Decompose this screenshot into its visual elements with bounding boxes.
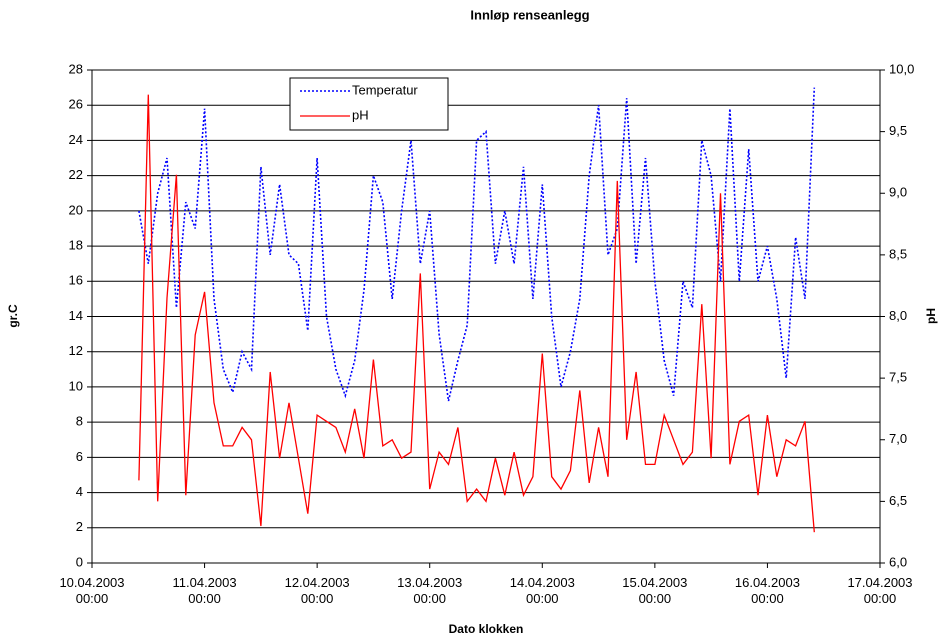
x-tick-label: 16.04.2003 00:00 [734,575,800,606]
x-tick-label: 13.04.2003 00:00 [397,575,463,606]
y2-tick-label: 9,5 [889,123,907,138]
y-tick-label: 24 [69,132,83,147]
series-line [138,87,816,402]
y2-tick-label: 6,5 [889,493,907,508]
y2-tick-label: 8,0 [889,308,907,323]
y2-axis-title: pH [924,308,938,324]
y-tick-label: 0 [76,554,83,569]
y-tick-label: 28 [69,61,83,76]
x-tick-label: 10.04.2003 00:00 [59,575,125,606]
y2-tick-label: 7,5 [889,370,907,385]
y-tick-label: 14 [69,308,83,323]
y-tick-label: 20 [69,202,83,217]
y-axis-title: gr.C [6,304,20,328]
chart-title: Innløp renseanlegg [470,7,589,22]
x-tick-label: 14.04.2003 00:00 [509,575,575,606]
y-tick-label: 26 [69,97,83,112]
y-tick-label: 8 [76,414,83,429]
y-tick-label: 18 [69,238,83,253]
legend-label: Temperatur [352,82,418,97]
x-tick-label: 15.04.2003 00:00 [622,575,688,606]
y-tick-label: 12 [69,343,83,358]
y-tick-label: 4 [76,484,83,499]
x-tick-label: 12.04.2003 00:00 [284,575,350,606]
x-tick-label: 11.04.2003 00:00 [172,575,237,606]
x-tick-label: 17.04.2003 00:00 [847,575,913,606]
y2-tick-label: 10,0 [889,61,914,76]
y-tick-label: 2 [76,519,83,534]
y2-tick-label: 8,5 [889,246,907,261]
y2-tick-label: 9,0 [889,185,907,200]
y-tick-label: 6 [76,449,83,464]
x-axis-title: Dato klokken [449,622,524,636]
legend-label: pH [352,107,369,122]
y2-tick-label: 6,0 [889,554,907,569]
y-tick-label: 10 [69,378,83,393]
y-tick-label: 16 [69,273,83,288]
y-tick-label: 22 [69,167,83,182]
legend-box [289,77,449,131]
series-line [138,94,815,533]
y2-tick-label: 7,0 [889,431,907,446]
